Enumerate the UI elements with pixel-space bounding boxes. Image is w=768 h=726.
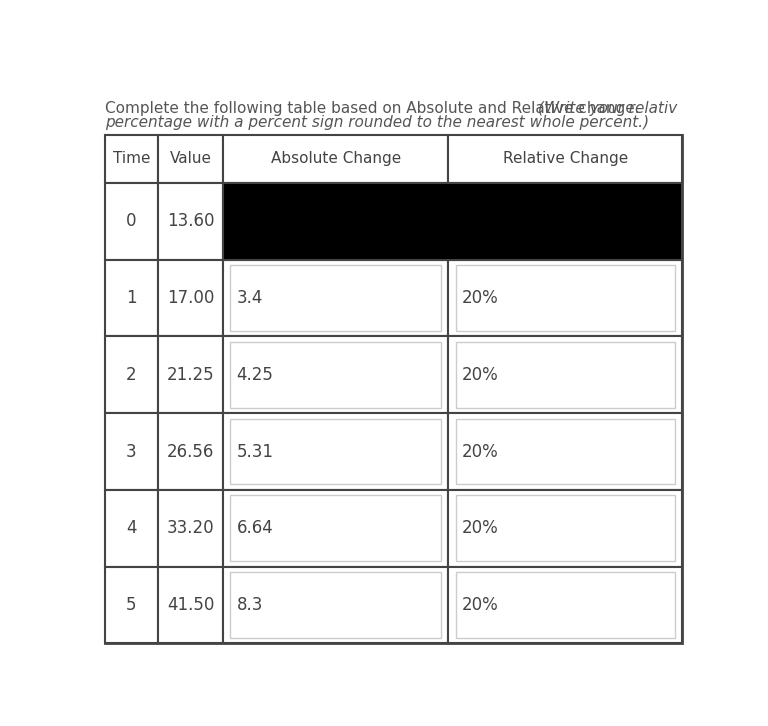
- Bar: [223, 490, 449, 566]
- Bar: [230, 342, 442, 407]
- Bar: [449, 134, 682, 183]
- Text: 3.4: 3.4: [237, 289, 263, 307]
- Bar: [158, 566, 223, 643]
- Bar: [105, 566, 158, 643]
- Text: Value: Value: [170, 151, 212, 166]
- Text: Time: Time: [113, 151, 151, 166]
- Bar: [455, 265, 675, 331]
- Text: 41.50: 41.50: [167, 596, 214, 614]
- Bar: [455, 419, 675, 484]
- Text: 13.60: 13.60: [167, 212, 214, 230]
- Text: 20%: 20%: [462, 289, 498, 307]
- Text: 5: 5: [126, 596, 137, 614]
- Bar: [230, 265, 442, 331]
- Bar: [105, 413, 158, 490]
- Text: 33.20: 33.20: [167, 519, 214, 537]
- Text: 20%: 20%: [462, 519, 498, 537]
- Bar: [230, 495, 442, 561]
- Bar: [105, 260, 158, 336]
- Bar: [158, 134, 223, 183]
- Text: 20%: 20%: [462, 366, 498, 384]
- Bar: [449, 336, 682, 413]
- Text: 8.3: 8.3: [237, 596, 263, 614]
- Text: 6.64: 6.64: [237, 519, 273, 537]
- Text: 17.00: 17.00: [167, 289, 214, 307]
- Text: 21.25: 21.25: [167, 366, 214, 384]
- Bar: [158, 183, 223, 260]
- Bar: [455, 495, 675, 561]
- Text: percentage with a percent sign rounded to the nearest whole percent.): percentage with a percent sign rounded t…: [105, 115, 649, 130]
- Bar: [449, 490, 682, 566]
- Text: 2: 2: [126, 366, 137, 384]
- Bar: [158, 413, 223, 490]
- Text: 20%: 20%: [462, 596, 498, 614]
- Bar: [230, 419, 442, 484]
- Bar: [449, 413, 682, 490]
- Bar: [223, 413, 449, 490]
- Text: (Write your relativ: (Write your relativ: [538, 101, 677, 116]
- Text: Complete the following table based on Absolute and Relative change.: Complete the following table based on Ab…: [105, 101, 644, 116]
- Bar: [105, 183, 158, 260]
- Text: Absolute Change: Absolute Change: [271, 151, 401, 166]
- Text: 26.56: 26.56: [167, 443, 214, 460]
- Bar: [449, 566, 682, 643]
- Text: 1: 1: [126, 289, 137, 307]
- Bar: [223, 336, 449, 413]
- Text: 20%: 20%: [462, 443, 498, 460]
- Bar: [223, 183, 682, 260]
- Bar: [223, 566, 449, 643]
- Bar: [105, 134, 158, 183]
- Text: 5.31: 5.31: [237, 443, 273, 460]
- Bar: [230, 572, 442, 637]
- Bar: [455, 342, 675, 407]
- Text: 0: 0: [126, 212, 137, 230]
- Text: Relative Change: Relative Change: [503, 151, 628, 166]
- Text: 3: 3: [126, 443, 137, 460]
- Text: 4: 4: [126, 519, 137, 537]
- Text: 4.25: 4.25: [237, 366, 273, 384]
- Bar: [223, 260, 449, 336]
- Bar: [223, 134, 449, 183]
- Bar: [158, 490, 223, 566]
- Bar: [105, 490, 158, 566]
- Bar: [158, 336, 223, 413]
- Bar: [449, 260, 682, 336]
- Bar: [158, 260, 223, 336]
- Bar: [455, 572, 675, 637]
- Bar: [105, 336, 158, 413]
